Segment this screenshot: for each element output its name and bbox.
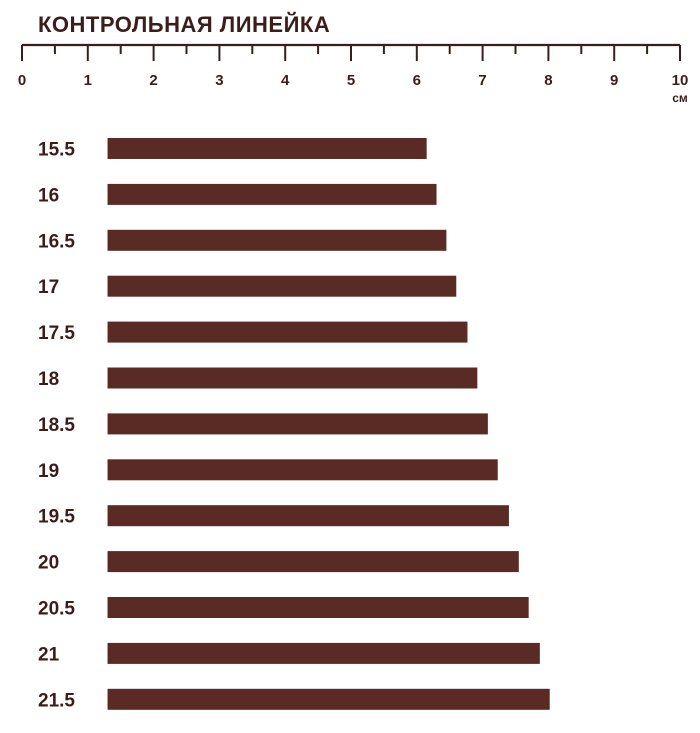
bar — [107, 459, 498, 481]
row-label: 15.5 — [38, 140, 75, 161]
bar-row: 21.5 — [38, 688, 550, 711]
bar-row: 20.5 — [38, 597, 529, 620]
bar — [107, 597, 529, 618]
bar — [107, 275, 457, 297]
ruler-title: КОНТРОЛЬНАЯ ЛИНЕЙКА — [38, 12, 331, 37]
row-label: 17.5 — [38, 323, 75, 344]
bar-row: 17 — [38, 275, 457, 298]
row-label: 18 — [38, 369, 59, 390]
bar-row: 17.5 — [38, 321, 468, 344]
ruler-unit-label: см — [672, 91, 688, 105]
ruler: 0 1 2 3 4 5 6 7 8 9 10 см — [18, 43, 689, 105]
row-label: 17 — [38, 277, 59, 298]
bar-rows: 15.5 16 16.5 17 17.5 18 18.5 19 19.5 20 20.5 21 21.5 — [38, 138, 550, 711]
ruler-tick-label: 2 — [149, 72, 157, 89]
bar — [107, 229, 447, 251]
ruler-tick-label: 3 — [215, 72, 223, 89]
ruler-tick-label: 7 — [478, 72, 486, 89]
bar-row: 19 — [38, 459, 498, 482]
row-label: 16.5 — [38, 231, 75, 252]
bar — [107, 551, 519, 573]
row-label: 19.5 — [38, 507, 75, 528]
bar — [107, 321, 468, 343]
row-label: 21 — [38, 644, 60, 665]
row-label: 16 — [38, 185, 59, 206]
bar-row: 20 — [38, 551, 519, 574]
ruler-tick-label: 6 — [413, 72, 421, 89]
bar — [107, 367, 478, 389]
bar — [107, 505, 509, 527]
bar — [107, 138, 427, 159]
bar — [107, 183, 437, 205]
bar-row: 18 — [38, 367, 478, 390]
ruler-tick-label: 8 — [544, 72, 552, 89]
bar — [107, 642, 540, 664]
ruler-tick-label: 9 — [610, 72, 618, 89]
row-label: 18.5 — [38, 415, 75, 436]
ruler-tick-label: 1 — [84, 72, 92, 89]
bar — [107, 413, 488, 435]
bar-row: 21 — [38, 642, 540, 665]
bar-row: 18.5 — [38, 413, 488, 436]
bar-row: 16.5 — [38, 229, 447, 252]
bar-row: 16 — [38, 183, 437, 206]
bar-row: 15.5 — [38, 138, 427, 161]
ruler-tick-label: 5 — [347, 72, 355, 89]
row-label: 19 — [38, 461, 59, 482]
ruler-tick-label: 10 — [672, 72, 689, 89]
row-label: 20.5 — [38, 599, 75, 620]
ruler-tick-label: 0 — [18, 72, 26, 89]
row-label: 20 — [38, 553, 59, 574]
bar — [107, 688, 550, 710]
ruler-tick-label: 4 — [281, 72, 290, 89]
row-label: 21.5 — [38, 690, 75, 711]
bar-row: 19.5 — [38, 505, 509, 528]
